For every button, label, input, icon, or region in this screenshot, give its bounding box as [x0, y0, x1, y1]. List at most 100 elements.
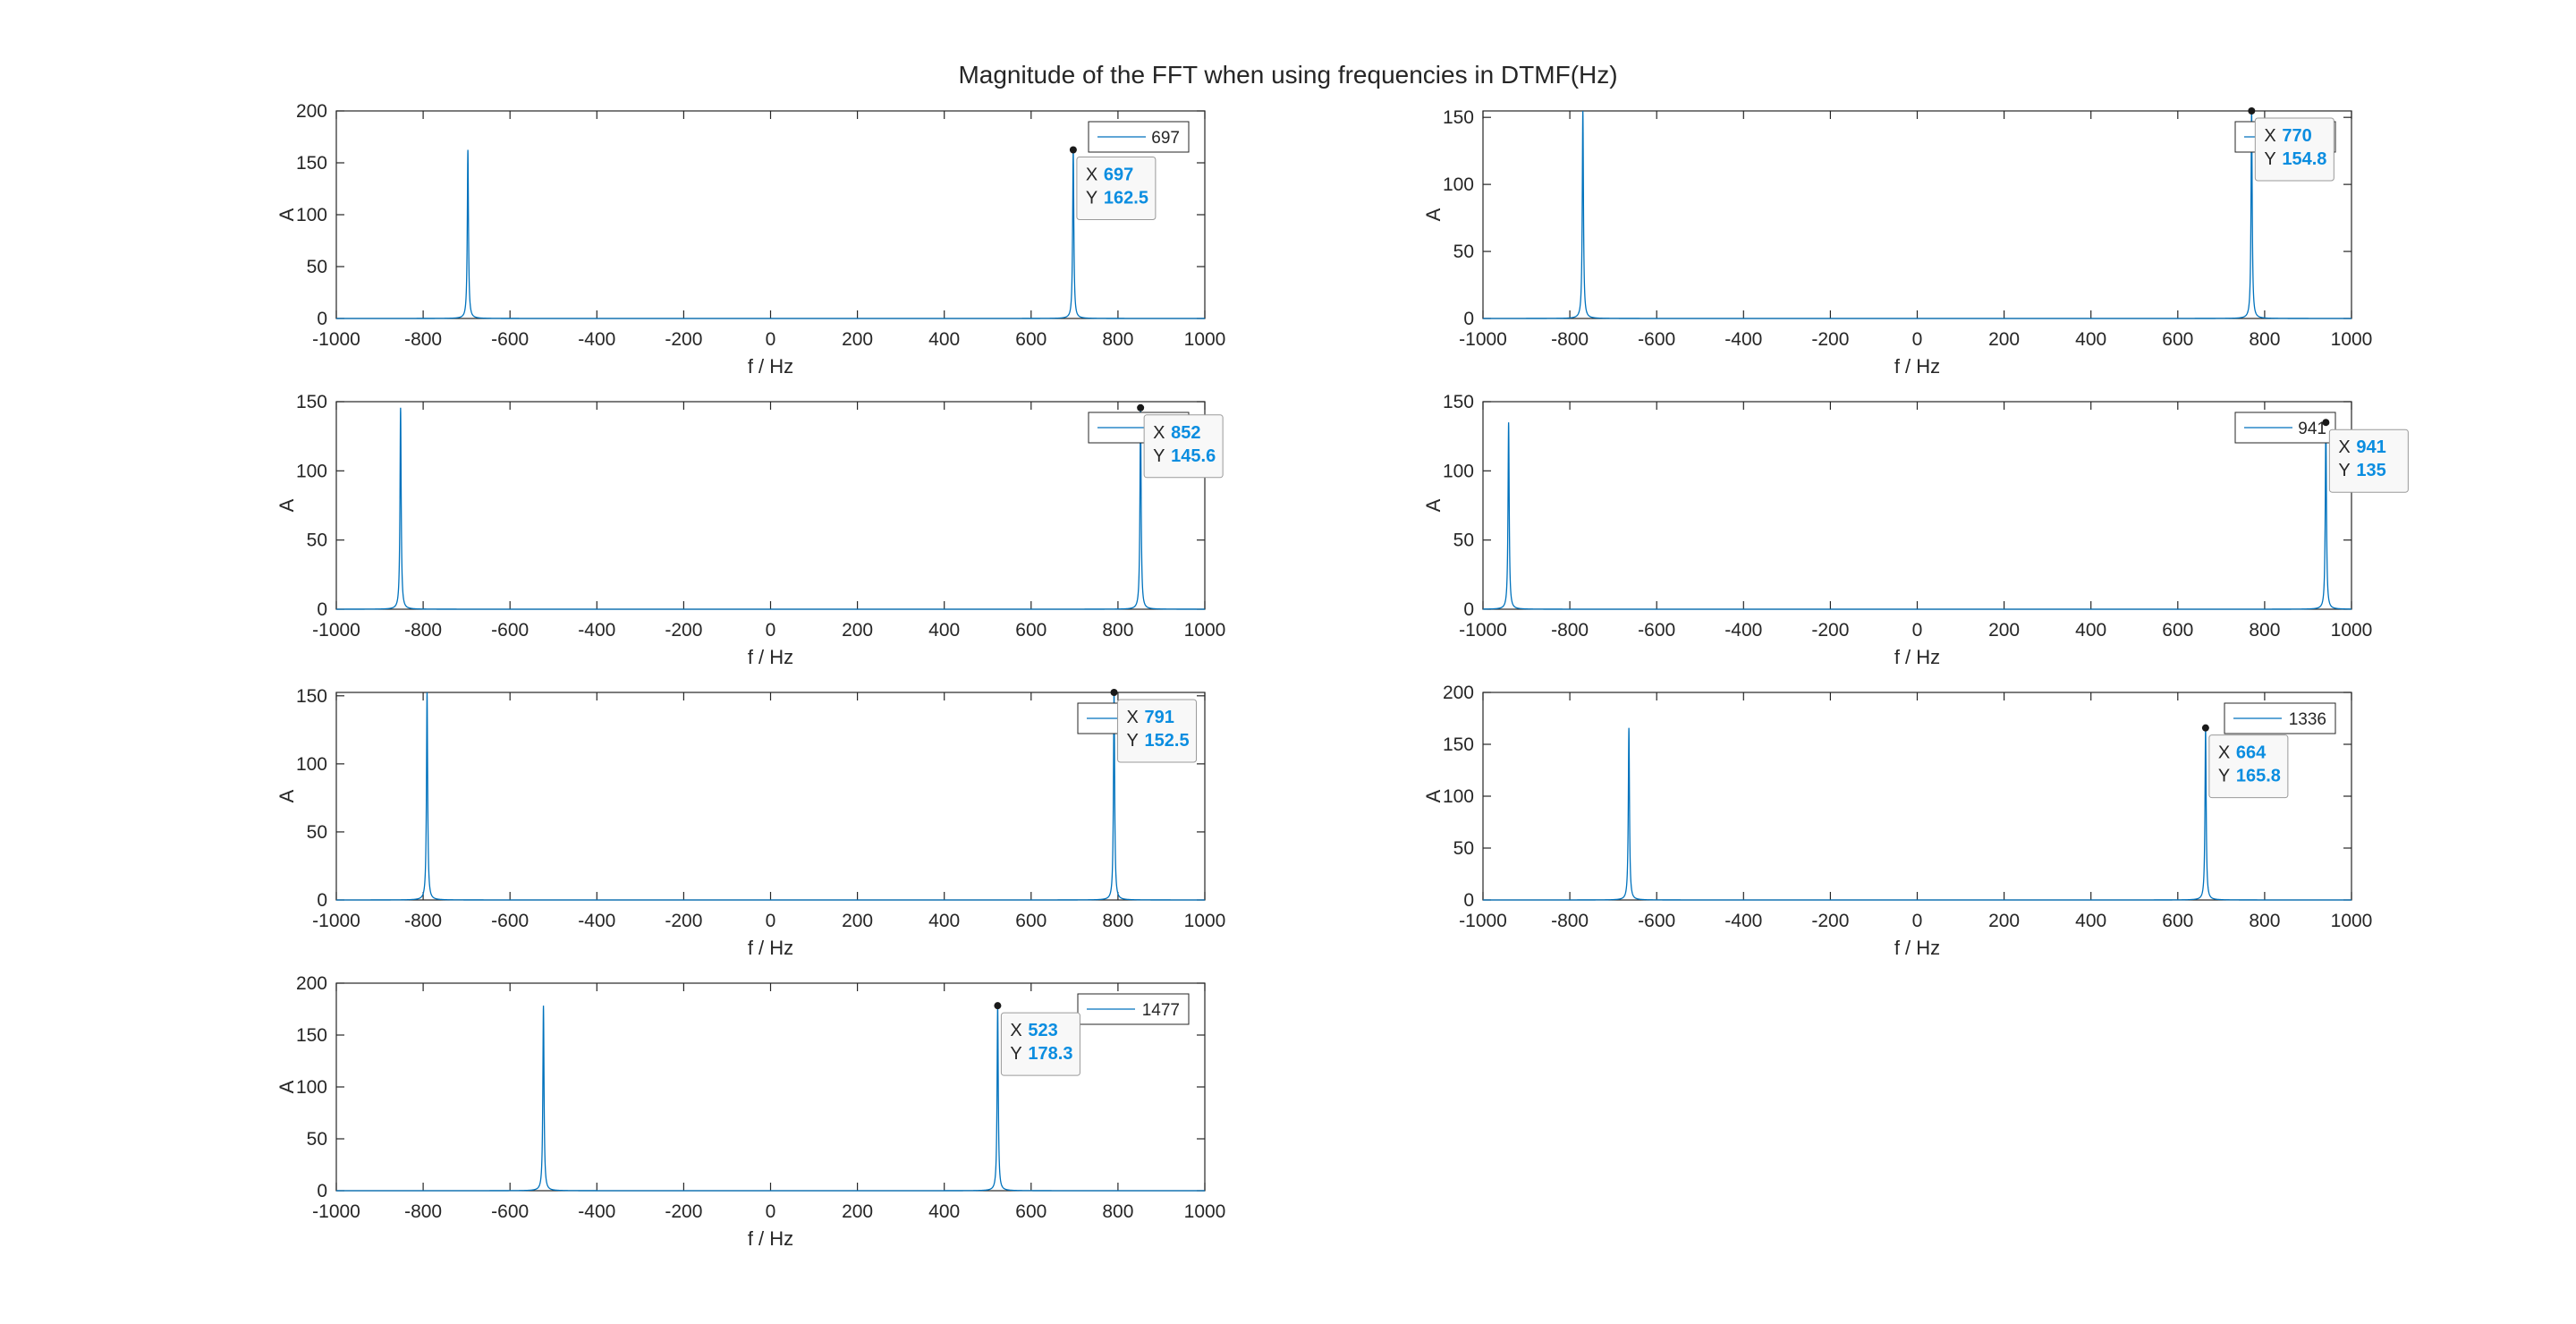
datatip-y-key: Y: [1127, 731, 1139, 751]
y-axis-label: A: [275, 498, 298, 512]
datatip[interactable]: X 523 Y 178.3: [994, 1002, 1080, 1076]
x-tick-label: 200: [842, 1201, 873, 1222]
x-tick-label: 200: [842, 329, 873, 350]
datatip[interactable]: X 791 Y 152.5: [1110, 689, 1198, 763]
legend: 697: [1088, 121, 1190, 153]
x-tick-label: 1000: [2331, 329, 2373, 350]
y-tick-label: 0: [317, 309, 327, 329]
x-tick-label: 200: [1988, 620, 2020, 641]
x-tick-label: -1000: [1459, 620, 1507, 641]
x-tick-label: 1000: [1184, 620, 1226, 641]
datatip-marker[interactable]: [994, 1002, 1002, 1010]
datatip-marker[interactable]: [1110, 689, 1118, 696]
x-tick-label: -1000: [312, 911, 360, 931]
x-axis-label: f / Hz: [748, 937, 793, 959]
y-axis-label: A: [275, 789, 298, 802]
x-tick-label: -600: [491, 329, 529, 350]
x-tick-label: 1000: [2331, 911, 2373, 931]
x-tick-label: 400: [2075, 911, 2106, 931]
datatip-x-key: X: [2264, 126, 2275, 146]
x-tick-label: 1000: [2331, 620, 2373, 641]
legend: 1477: [1077, 993, 1190, 1025]
x-tick-label: 200: [842, 911, 873, 931]
y-tick-label: 50: [307, 257, 327, 277]
x-tick-label: -800: [404, 911, 442, 931]
subplot-2: -1000 -800 -600 -400 -200 0 200 400 600 800 1000 0 5…: [1422, 107, 2372, 378]
datatip[interactable]: X 697 Y 162.5: [1069, 146, 1157, 220]
x-axis-label: f / Hz: [748, 355, 793, 378]
y-tick-label: 0: [1463, 599, 1474, 620]
y-tick-label: 100: [1443, 174, 1474, 195]
y-tick-label: 0: [1463, 309, 1474, 329]
y-tick-label: 200: [296, 101, 327, 122]
legend: 941: [2234, 412, 2336, 444]
x-tick-label: 600: [1015, 620, 1046, 641]
x-tick-label: 600: [1015, 911, 1046, 931]
x-tick-label: -1000: [312, 329, 360, 350]
subplot-6: -1000 -800 -600 -400 -200 0 200 400 600 800 1000 0 5…: [1422, 683, 2372, 959]
x-tick-label: -200: [665, 911, 702, 931]
x-tick-label: 1000: [1184, 1201, 1226, 1222]
x-tick-label: -1000: [312, 1201, 360, 1222]
datatip-marker[interactable]: [1069, 146, 1077, 154]
series-line-1209: [336, 692, 1205, 901]
x-tick-label: 200: [1988, 911, 2020, 931]
axes-box: [335, 401, 1206, 610]
x-tick-label: 0: [766, 329, 776, 350]
datatip[interactable]: X 770 Y 154.8: [2248, 107, 2334, 182]
datatip[interactable]: X 941 Y 135: [2322, 419, 2409, 493]
y-tick-label: 0: [1463, 890, 1474, 911]
datatip[interactable]: X 852 Y 145.6: [1137, 403, 1224, 479]
y-tick-label: 150: [1443, 392, 1474, 412]
x-tick-label: -800: [1551, 329, 1589, 350]
x-tick-label: -600: [1638, 329, 1675, 350]
subplots: -1000 -800 -600 -400 -200 0 200 400 600 800 100005…: [275, 101, 2409, 1250]
series-line-697: [336, 149, 1205, 319]
y-axis-label: A: [275, 208, 298, 221]
datatip-y-key: Y: [1086, 189, 1097, 208]
x-tick-label: -200: [1811, 329, 1849, 350]
x-tick-label: -1000: [1459, 911, 1507, 931]
x-tick-label: -200: [1811, 620, 1849, 641]
x-tick-label: -800: [404, 620, 442, 641]
x-tick-label: 0: [766, 1201, 776, 1222]
x-tick-label: -200: [1811, 911, 1849, 931]
x-tick-label: -400: [1724, 620, 1762, 641]
legend: 1336: [2224, 702, 2336, 734]
datatip-box: [1117, 699, 1198, 763]
legend-label: 697: [1151, 129, 1180, 148]
datatip-marker[interactable]: [1137, 403, 1145, 412]
x-tick-label: -400: [1724, 911, 1762, 931]
datatip-marker[interactable]: [2322, 419, 2330, 427]
series-line-770: [1483, 110, 2351, 319]
legend-label: 941: [2298, 420, 2326, 438]
series-line-941: [1482, 422, 2352, 610]
x-tick-label: -800: [1551, 911, 1589, 931]
x-tick-label: -200: [665, 620, 702, 641]
datatip-marker[interactable]: [2201, 724, 2209, 732]
datatip-x-key: X: [2218, 743, 2230, 763]
datatip[interactable]: X 664 Y 165.8: [2201, 724, 2289, 799]
subplot-5: -1000 -800 -600 -400 -200 0 200 400 600 800 1000 0 5…: [275, 686, 1225, 959]
x-tick-label: -600: [491, 620, 529, 641]
y-tick-label: 150: [296, 153, 327, 174]
datatip-x-key: X: [2338, 437, 2350, 457]
series-line-1336: [1483, 727, 2351, 901]
y-tick-label: 0: [317, 890, 327, 911]
x-tick-label: 400: [928, 1201, 960, 1222]
datatip-y-value: 145.6: [1171, 446, 1216, 466]
datatip-y-value: 152.5: [1145, 731, 1190, 751]
y-tick-label: 50: [1453, 530, 1474, 551]
x-tick-label: 0: [1912, 911, 1923, 931]
datatip-x-value: 697: [1104, 166, 1133, 185]
x-tick-label: -1000: [1459, 329, 1507, 350]
y-axis-label: A: [1422, 789, 1445, 802]
datatip-y-key: Y: [1010, 1044, 1021, 1064]
x-tick-label: 800: [2249, 911, 2280, 931]
datatip-marker[interactable]: [2248, 107, 2256, 115]
x-tick-label: 1000: [1184, 329, 1226, 350]
y-axis-label: A: [1422, 208, 1445, 221]
x-tick-label: 800: [2249, 620, 2280, 641]
y-tick-label: 100: [296, 461, 327, 481]
y-tick-label: 150: [1443, 107, 1474, 128]
